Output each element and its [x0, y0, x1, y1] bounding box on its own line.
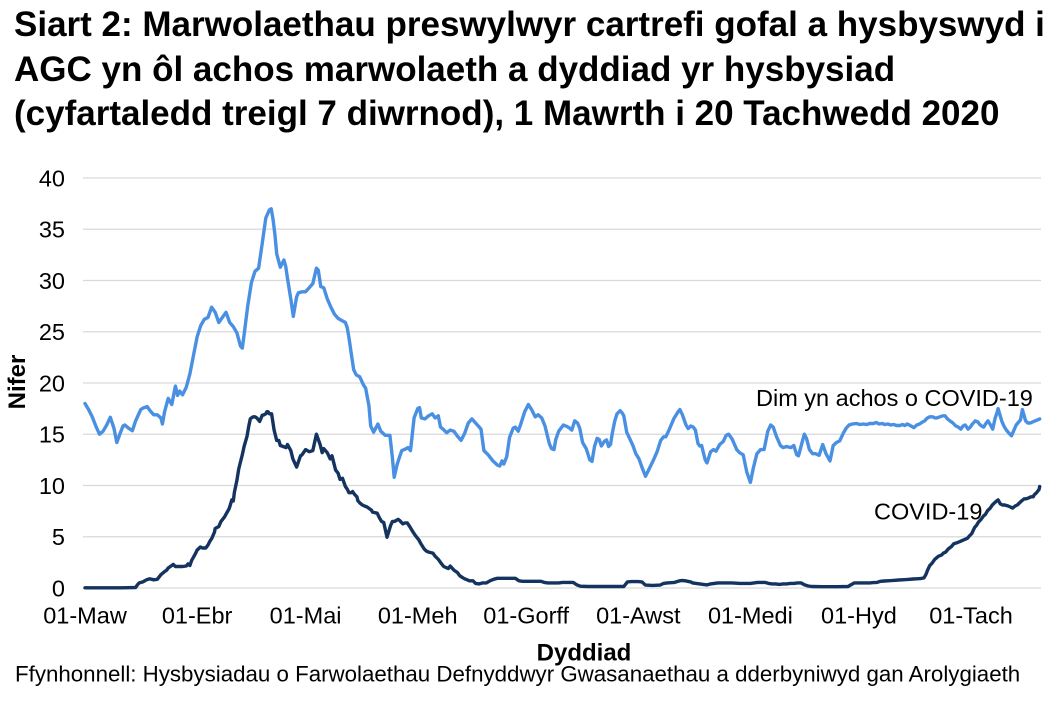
svg-text:35: 35 — [39, 217, 65, 243]
svg-text:25: 25 — [39, 319, 65, 345]
svg-text:Dyddiad: Dyddiad — [537, 640, 632, 667]
svg-text:20: 20 — [39, 370, 65, 396]
svg-text:01-Medi: 01-Medi — [708, 603, 793, 629]
svg-text:01-Mai: 01-Mai — [270, 603, 342, 629]
svg-text:40: 40 — [39, 165, 65, 191]
svg-text:Nifer: Nifer — [4, 355, 31, 410]
svg-text:01-Maw: 01-Maw — [43, 603, 128, 629]
svg-text:0: 0 — [52, 575, 65, 601]
svg-text:15: 15 — [39, 422, 65, 448]
svg-text:COVID-19: COVID-19 — [874, 499, 982, 525]
svg-text:Dim yn achos o COVID-19: Dim yn achos o COVID-19 — [756, 385, 1033, 411]
svg-text:01-Awst: 01-Awst — [596, 603, 681, 629]
svg-text:01-Ebr: 01-Ebr — [162, 603, 233, 629]
svg-text:01-Tach: 01-Tach — [929, 603, 1013, 629]
svg-text:Ffynhonnell: Hysbysiadau o Far: Ffynhonnell: Hysbysiadau o Farwolaethau … — [15, 662, 1020, 687]
svg-text:01-Gorff: 01-Gorff — [483, 603, 569, 629]
svg-text:30: 30 — [39, 268, 65, 294]
svg-text:5: 5 — [52, 524, 65, 550]
svg-text:01-Meh: 01-Meh — [378, 603, 458, 629]
svg-text:01-Hyd: 01-Hyd — [821, 603, 897, 629]
svg-text:10: 10 — [39, 473, 65, 499]
